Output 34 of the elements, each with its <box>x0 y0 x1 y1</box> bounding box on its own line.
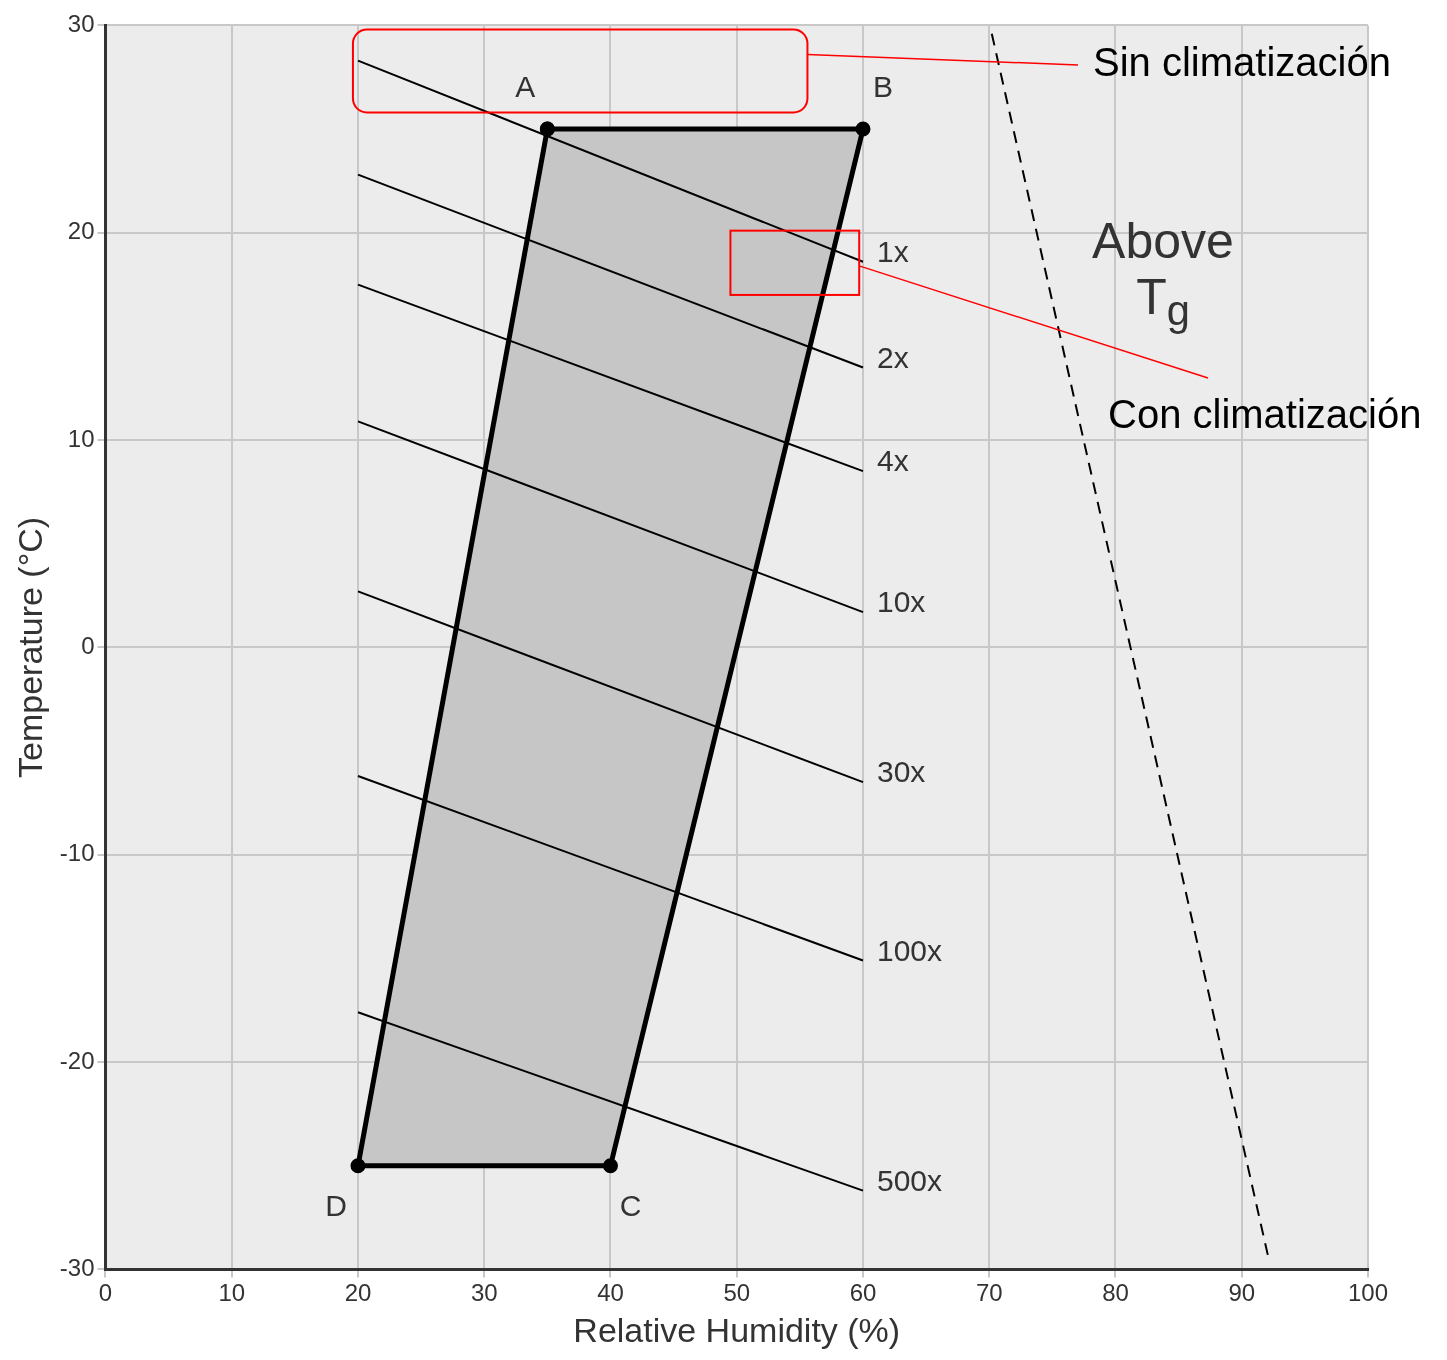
y-axis-title: Temperature (°C) <box>10 516 49 778</box>
series-label: 10x <box>876 585 926 619</box>
x-tick-label: 60 <box>849 1279 877 1307</box>
x-tick-label: 50 <box>723 1279 751 1307</box>
annotation: Above T$_{g}$ <box>1091 213 1235 336</box>
y-tick-label: 10 <box>67 424 95 452</box>
x-tick-label: 80 <box>1102 1279 1129 1307</box>
annotation: B <box>872 70 894 104</box>
series-label: 500x <box>876 1163 943 1197</box>
x-tick-label: 20 <box>344 1279 372 1307</box>
annotation: C <box>619 1189 642 1222</box>
x-tick-label: 70 <box>975 1279 1003 1307</box>
x-tick-label: 0 <box>98 1279 113 1307</box>
y-tick-label: 0 <box>81 632 95 660</box>
x-tick-label: 10 <box>218 1279 246 1307</box>
y-tick-label: 20 <box>67 217 95 245</box>
series-label: 2x <box>876 340 909 374</box>
series-label: 30x <box>876 755 926 789</box>
annotation: A <box>515 70 536 104</box>
annotation: Sin climatización <box>1093 40 1391 85</box>
x-tick-label: 90 <box>1228 1279 1256 1307</box>
y-tick-label: -30 <box>59 1254 95 1282</box>
series-label: 4x <box>876 444 909 478</box>
annotation: Con climatización <box>1108 392 1422 437</box>
y-tick-label: -20 <box>59 1046 95 1074</box>
series-label: 100x <box>876 933 943 967</box>
x-tick-label: 100 <box>1347 1279 1389 1307</box>
x-axis-title: Relative Humidity (%) <box>573 1310 901 1349</box>
x-tick-label: 30 <box>470 1279 498 1307</box>
y-tick-label: 30 <box>67 10 95 38</box>
series-label: 1x <box>876 235 909 269</box>
annotation: D <box>325 1189 347 1222</box>
y-tick-label: -10 <box>59 839 95 867</box>
x-tick-label: 40 <box>597 1279 624 1307</box>
